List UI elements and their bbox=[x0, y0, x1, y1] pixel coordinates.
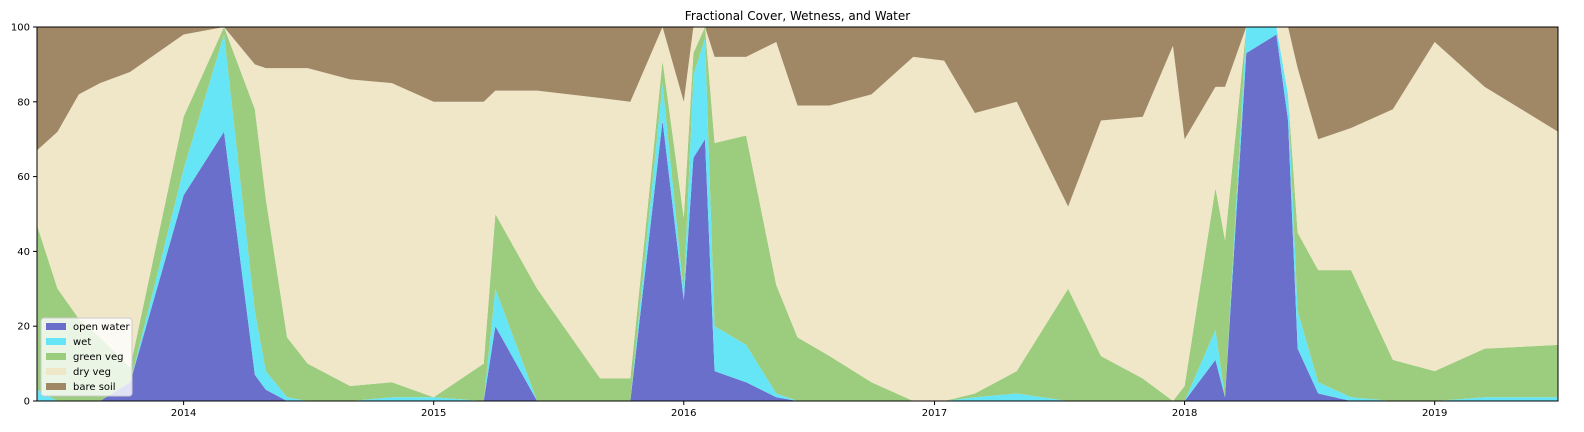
stacked-areas bbox=[37, 27, 1558, 401]
chart-title: Fractional Cover, Wetness, and Water bbox=[685, 9, 910, 23]
x-tick-label: 2014 bbox=[171, 408, 196, 419]
legend: open water wet green veg dry veg bare soil bbox=[40, 317, 133, 397]
legend-label-open-water: open water bbox=[73, 322, 131, 333]
x-tick-label: 2017 bbox=[922, 408, 947, 419]
legend-swatch-wet bbox=[46, 338, 66, 345]
legend-box bbox=[40, 317, 133, 397]
area-open-water bbox=[37, 34, 1558, 401]
legend-label-bare-soil: bare soil bbox=[73, 382, 116, 393]
plot-frame bbox=[36, 26, 1559, 402]
legend-label-dry-veg: dry veg bbox=[73, 367, 111, 378]
legend-swatch-open-water bbox=[46, 323, 66, 330]
y-tick-label: 80 bbox=[17, 97, 30, 108]
legend-swatch-bare-soil bbox=[46, 383, 66, 390]
y-axis: 0 20 40 60 80 100 bbox=[11, 23, 37, 408]
x-tick-label: 2019 bbox=[1422, 408, 1447, 419]
x-tick-label: 2016 bbox=[671, 408, 696, 419]
area-green-veg bbox=[37, 27, 1558, 401]
x-axis: 2014 2015 2016 2017 2018 2019 bbox=[171, 401, 1447, 419]
legend-swatch-dry-veg bbox=[46, 368, 66, 375]
y-tick-label: 20 bbox=[17, 322, 30, 333]
x-tick-label: 2015 bbox=[421, 408, 446, 419]
legend-label-wet: wet bbox=[73, 337, 91, 348]
y-tick-label: 100 bbox=[11, 23, 30, 34]
area-dry-veg bbox=[37, 27, 1558, 401]
area-bare-soil bbox=[37, 27, 1558, 207]
legend-swatch-green-veg bbox=[46, 353, 66, 360]
y-tick-label: 40 bbox=[17, 247, 30, 258]
legend-label-green-veg: green veg bbox=[73, 352, 123, 363]
x-tick-label: 2018 bbox=[1172, 408, 1197, 419]
y-tick-label: 60 bbox=[17, 172, 30, 183]
y-tick-label: 0 bbox=[24, 397, 30, 408]
